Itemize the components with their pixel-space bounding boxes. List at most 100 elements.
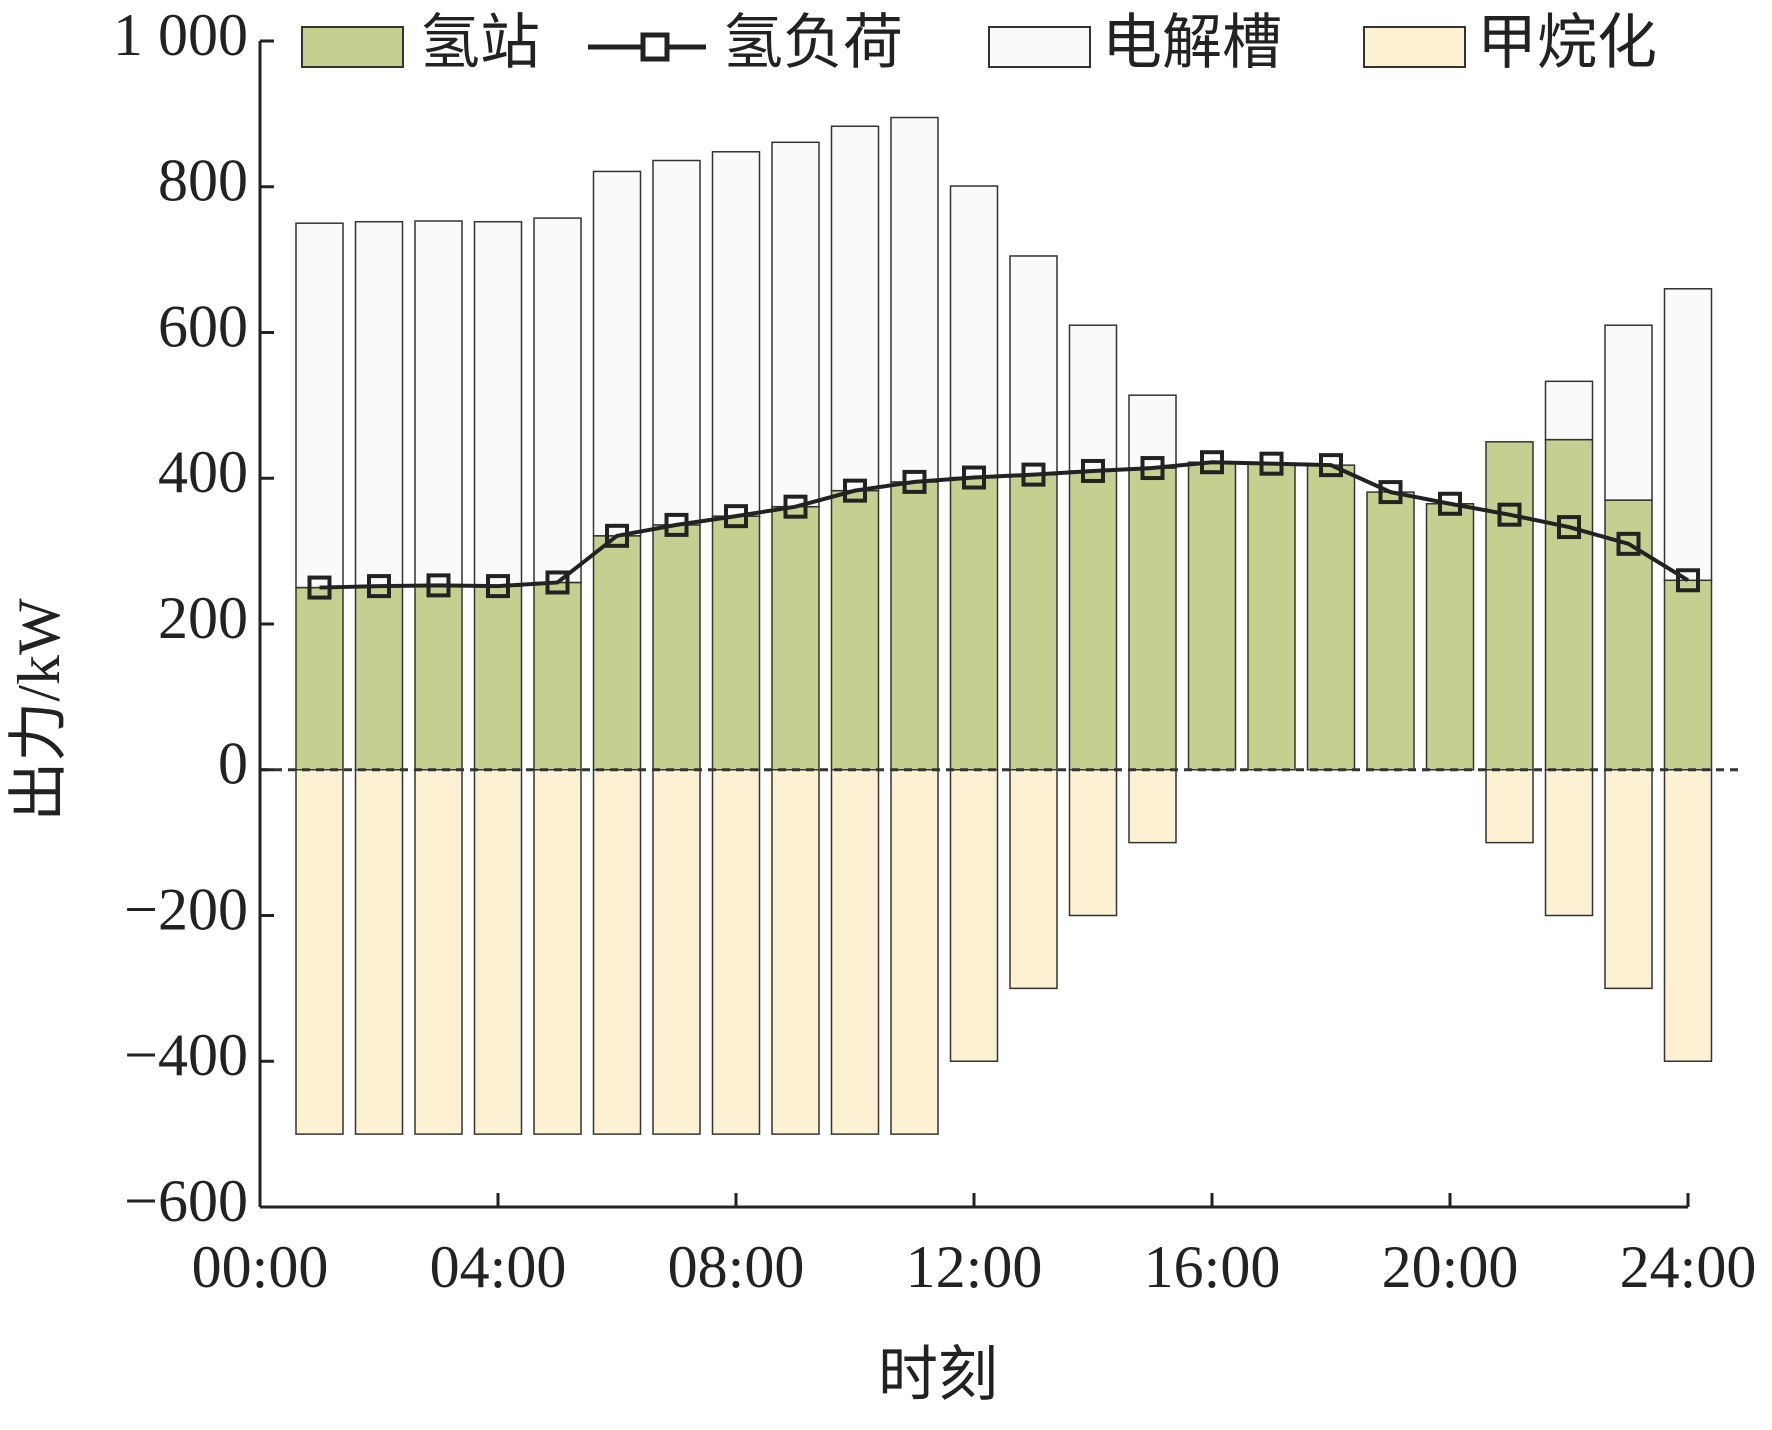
y-tick-label: −600 (124, 1168, 248, 1234)
x-tick-label: 12:00 (906, 1234, 1043, 1300)
bar (1485, 769, 1534, 844)
bar (1128, 467, 1177, 771)
bar (354, 220, 404, 587)
bar (949, 769, 999, 1062)
bar (533, 581, 582, 771)
bar (830, 489, 880, 771)
bar (295, 769, 344, 1135)
bar (354, 769, 404, 1135)
bar (414, 584, 463, 771)
line-marker (486, 574, 510, 599)
line-marker (367, 574, 391, 599)
bar (711, 151, 761, 517)
line-marker (426, 573, 451, 598)
bar (533, 769, 582, 1135)
x-tick-label: 16:00 (1144, 1234, 1281, 1300)
y-tick-label: 0 (218, 731, 248, 797)
bar (890, 769, 939, 1135)
line-marker (1378, 480, 1403, 505)
y-tick-label: −200 (124, 876, 248, 942)
legend-label: 电解槽 (1102, 10, 1282, 76)
y-tick-label: 400 (158, 439, 248, 505)
bar (711, 515, 761, 771)
bar (1068, 769, 1118, 917)
bar (1663, 579, 1713, 771)
bar (1068, 324, 1118, 472)
bar (473, 585, 523, 771)
bar (830, 125, 880, 492)
y-tick-label: 600 (158, 293, 248, 359)
line-marker (1676, 568, 1700, 593)
bar (1366, 491, 1415, 771)
bar (1009, 473, 1058, 771)
bar (652, 524, 701, 771)
line-marker (783, 494, 808, 519)
bar (295, 222, 344, 589)
x-tick-label: 20:00 (1382, 1234, 1519, 1300)
bar (949, 185, 999, 479)
bar (1128, 769, 1177, 844)
y-axis-label: 出力/kW (6, 598, 72, 822)
line-marker (1259, 451, 1284, 476)
line-marker (1021, 462, 1046, 487)
bar (652, 769, 701, 1135)
line-marker (962, 465, 986, 490)
bar (592, 170, 642, 537)
line-marker (1319, 453, 1343, 478)
legend-swatch (301, 26, 404, 68)
line-marker (902, 469, 927, 494)
bar (711, 769, 761, 1135)
bar (1604, 769, 1653, 990)
bar (1485, 441, 1534, 771)
bar (1544, 438, 1594, 771)
line-marker (307, 575, 332, 600)
bar (533, 217, 582, 584)
line-marker (1557, 515, 1581, 540)
bar (1544, 769, 1594, 917)
legend-swatch (988, 26, 1091, 68)
bar (1009, 255, 1058, 476)
bar (830, 769, 880, 1135)
bar (1306, 464, 1356, 771)
bar (1247, 462, 1296, 771)
line-marker (1616, 531, 1641, 556)
x-axis-label: 时刻 (878, 1342, 998, 1408)
line-marker (1140, 456, 1165, 481)
y-tick-label: 800 (158, 148, 248, 214)
bar (1187, 461, 1237, 771)
bar (1068, 470, 1118, 771)
bar (354, 585, 404, 771)
bar (652, 159, 701, 526)
bar (771, 505, 820, 771)
y-tick-label: 200 (158, 585, 248, 651)
bar (414, 769, 463, 1135)
line-marker (664, 512, 689, 537)
bar (1128, 394, 1177, 469)
bar (890, 481, 939, 771)
line-marker (843, 478, 867, 503)
y-tick-label: 1 000 (113, 2, 248, 68)
x-tick-label: 04:00 (430, 1234, 567, 1300)
line (319, 460, 1690, 590)
legend-label: 氢负荷 (723, 10, 903, 76)
bar (890, 116, 939, 483)
bar (1663, 769, 1713, 1062)
bar (1663, 288, 1713, 582)
bar (592, 769, 642, 1135)
bar (473, 769, 523, 1135)
bar (295, 586, 344, 771)
line-marker (545, 570, 570, 595)
y-tick-label: −400 (124, 1022, 248, 1088)
x-tick-label: 08:00 (668, 1234, 805, 1300)
x-tick-label: 24:00 (1620, 1234, 1757, 1300)
bar (1009, 769, 1058, 990)
line-marker (1438, 491, 1462, 516)
bar (414, 220, 463, 587)
legend-swatch (1363, 26, 1466, 68)
bar (1425, 503, 1475, 771)
bar (1544, 380, 1594, 441)
line-marker (1497, 502, 1522, 527)
line-marker (1200, 450, 1224, 475)
